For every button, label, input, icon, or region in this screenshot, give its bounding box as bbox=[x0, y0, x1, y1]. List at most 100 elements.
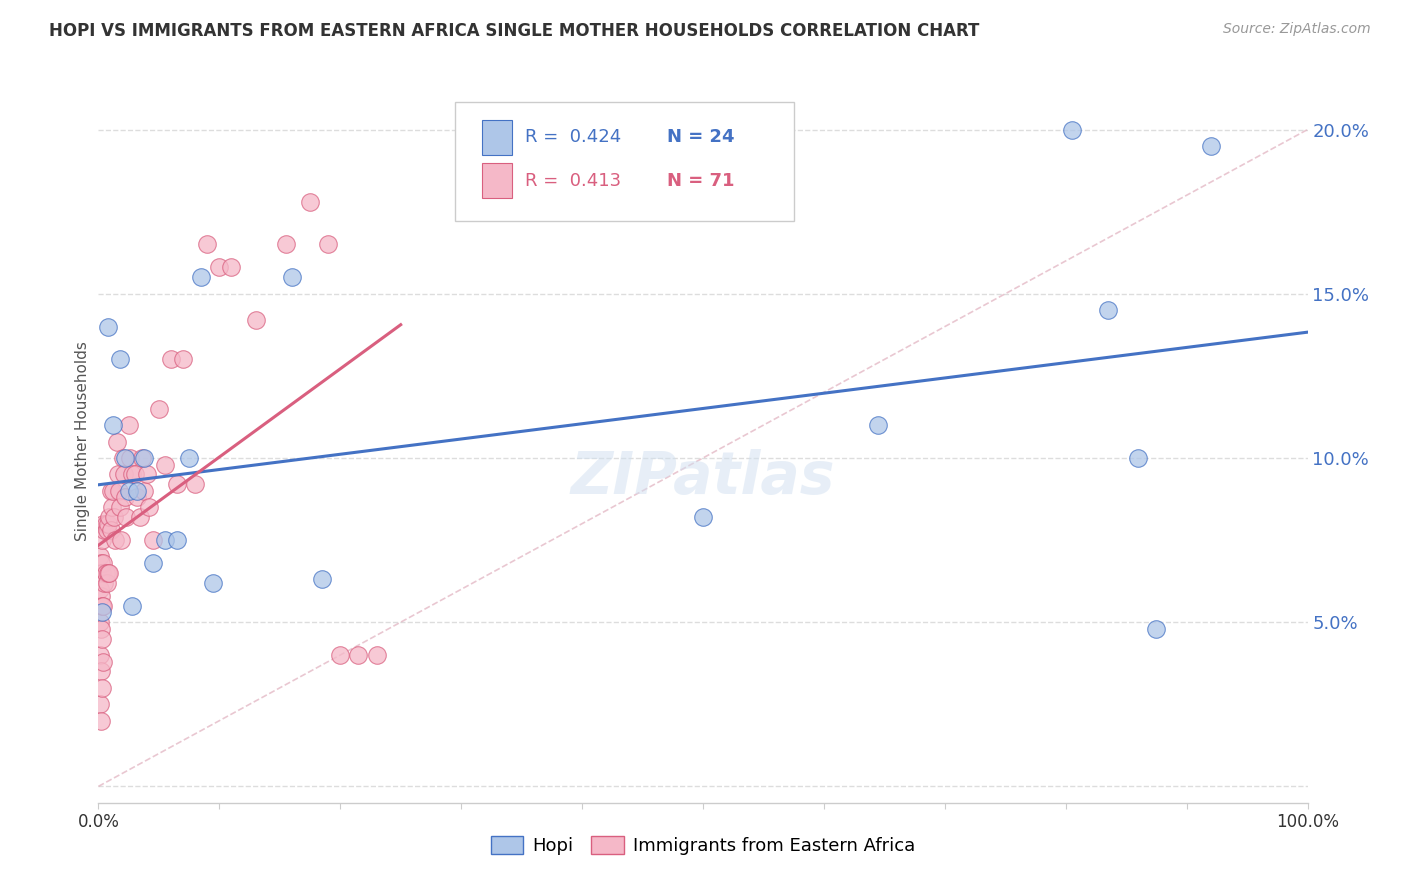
Point bbox=[91, 681, 114, 695]
Point bbox=[114, 491, 136, 505]
Point bbox=[124, 467, 146, 482]
Point bbox=[100, 483, 122, 498]
Point bbox=[89, 582, 111, 597]
Point bbox=[1097, 303, 1119, 318]
Point bbox=[91, 566, 114, 580]
Point bbox=[93, 523, 115, 537]
Point bbox=[91, 632, 114, 646]
Point bbox=[166, 477, 188, 491]
Point bbox=[316, 237, 339, 252]
Point bbox=[179, 450, 201, 465]
Point bbox=[89, 698, 111, 712]
Point bbox=[115, 510, 138, 524]
Point bbox=[89, 615, 111, 630]
Point bbox=[93, 575, 115, 590]
Point bbox=[90, 714, 112, 728]
Point bbox=[108, 352, 131, 367]
Point bbox=[366, 648, 388, 662]
Point bbox=[131, 450, 153, 465]
Point bbox=[89, 549, 111, 564]
Point bbox=[90, 622, 112, 636]
Text: R =  0.413: R = 0.413 bbox=[526, 172, 621, 190]
Point bbox=[868, 418, 890, 433]
Point bbox=[1199, 139, 1222, 153]
Point bbox=[142, 533, 165, 547]
Point bbox=[91, 516, 114, 531]
Text: Source: ZipAtlas.com: Source: ZipAtlas.com bbox=[1223, 22, 1371, 37]
Point bbox=[103, 510, 125, 524]
Point bbox=[127, 483, 149, 498]
Point bbox=[692, 510, 714, 524]
Point bbox=[121, 599, 143, 613]
Point bbox=[100, 500, 122, 515]
Point bbox=[311, 573, 333, 587]
Point bbox=[91, 533, 114, 547]
Point bbox=[105, 434, 128, 449]
Point bbox=[274, 237, 297, 252]
Point bbox=[184, 477, 207, 491]
Point bbox=[118, 483, 141, 498]
Point bbox=[347, 648, 370, 662]
Point bbox=[104, 533, 127, 547]
Point bbox=[108, 500, 131, 515]
Point bbox=[89, 648, 111, 662]
FancyBboxPatch shape bbox=[482, 120, 512, 154]
Point bbox=[110, 533, 132, 547]
Point bbox=[91, 655, 114, 669]
Point bbox=[299, 194, 322, 209]
Point bbox=[1128, 450, 1150, 465]
Point bbox=[190, 270, 212, 285]
Text: ZIPatlas: ZIPatlas bbox=[571, 450, 835, 506]
Point bbox=[101, 483, 124, 498]
Point bbox=[98, 566, 121, 580]
Point bbox=[94, 516, 117, 531]
Point bbox=[127, 491, 149, 505]
Text: N = 24: N = 24 bbox=[666, 128, 734, 146]
Point bbox=[1146, 622, 1168, 636]
Point bbox=[90, 589, 112, 603]
Point bbox=[118, 418, 141, 433]
Point bbox=[94, 566, 117, 580]
Point bbox=[142, 556, 165, 570]
Point bbox=[100, 523, 122, 537]
Point bbox=[91, 605, 114, 619]
Point bbox=[281, 270, 304, 285]
Y-axis label: Single Mother Households: Single Mother Households bbox=[75, 342, 90, 541]
Point bbox=[97, 319, 120, 334]
FancyBboxPatch shape bbox=[456, 102, 793, 221]
Text: HOPI VS IMMIGRANTS FROM EASTERN AFRICA SINGLE MOTHER HOUSEHOLDS CORRELATION CHAR: HOPI VS IMMIGRANTS FROM EASTERN AFRICA S… bbox=[49, 22, 980, 40]
Text: R =  0.424: R = 0.424 bbox=[526, 128, 621, 146]
Point bbox=[148, 401, 170, 416]
Point bbox=[118, 450, 141, 465]
Point bbox=[153, 458, 176, 472]
Point bbox=[107, 467, 129, 482]
Point bbox=[121, 467, 143, 482]
Point bbox=[91, 599, 114, 613]
Text: N = 71: N = 71 bbox=[666, 172, 734, 190]
Point bbox=[96, 575, 118, 590]
Point bbox=[160, 352, 183, 367]
FancyBboxPatch shape bbox=[482, 163, 512, 198]
Point bbox=[97, 566, 120, 580]
Point bbox=[98, 510, 121, 524]
Point bbox=[245, 313, 267, 327]
Point bbox=[90, 665, 112, 679]
Point bbox=[97, 516, 120, 531]
Point bbox=[96, 523, 118, 537]
Point bbox=[90, 556, 112, 570]
Point bbox=[153, 533, 176, 547]
Point bbox=[112, 467, 135, 482]
Point bbox=[108, 483, 131, 498]
Point bbox=[138, 500, 160, 515]
Point bbox=[91, 599, 114, 613]
Point bbox=[329, 648, 352, 662]
Point bbox=[1060, 122, 1083, 136]
Point bbox=[134, 450, 156, 465]
Point bbox=[111, 450, 134, 465]
Point bbox=[101, 418, 124, 433]
Point bbox=[202, 575, 225, 590]
Point bbox=[208, 260, 231, 275]
Point bbox=[135, 467, 157, 482]
Point bbox=[128, 510, 150, 524]
Point bbox=[166, 533, 188, 547]
